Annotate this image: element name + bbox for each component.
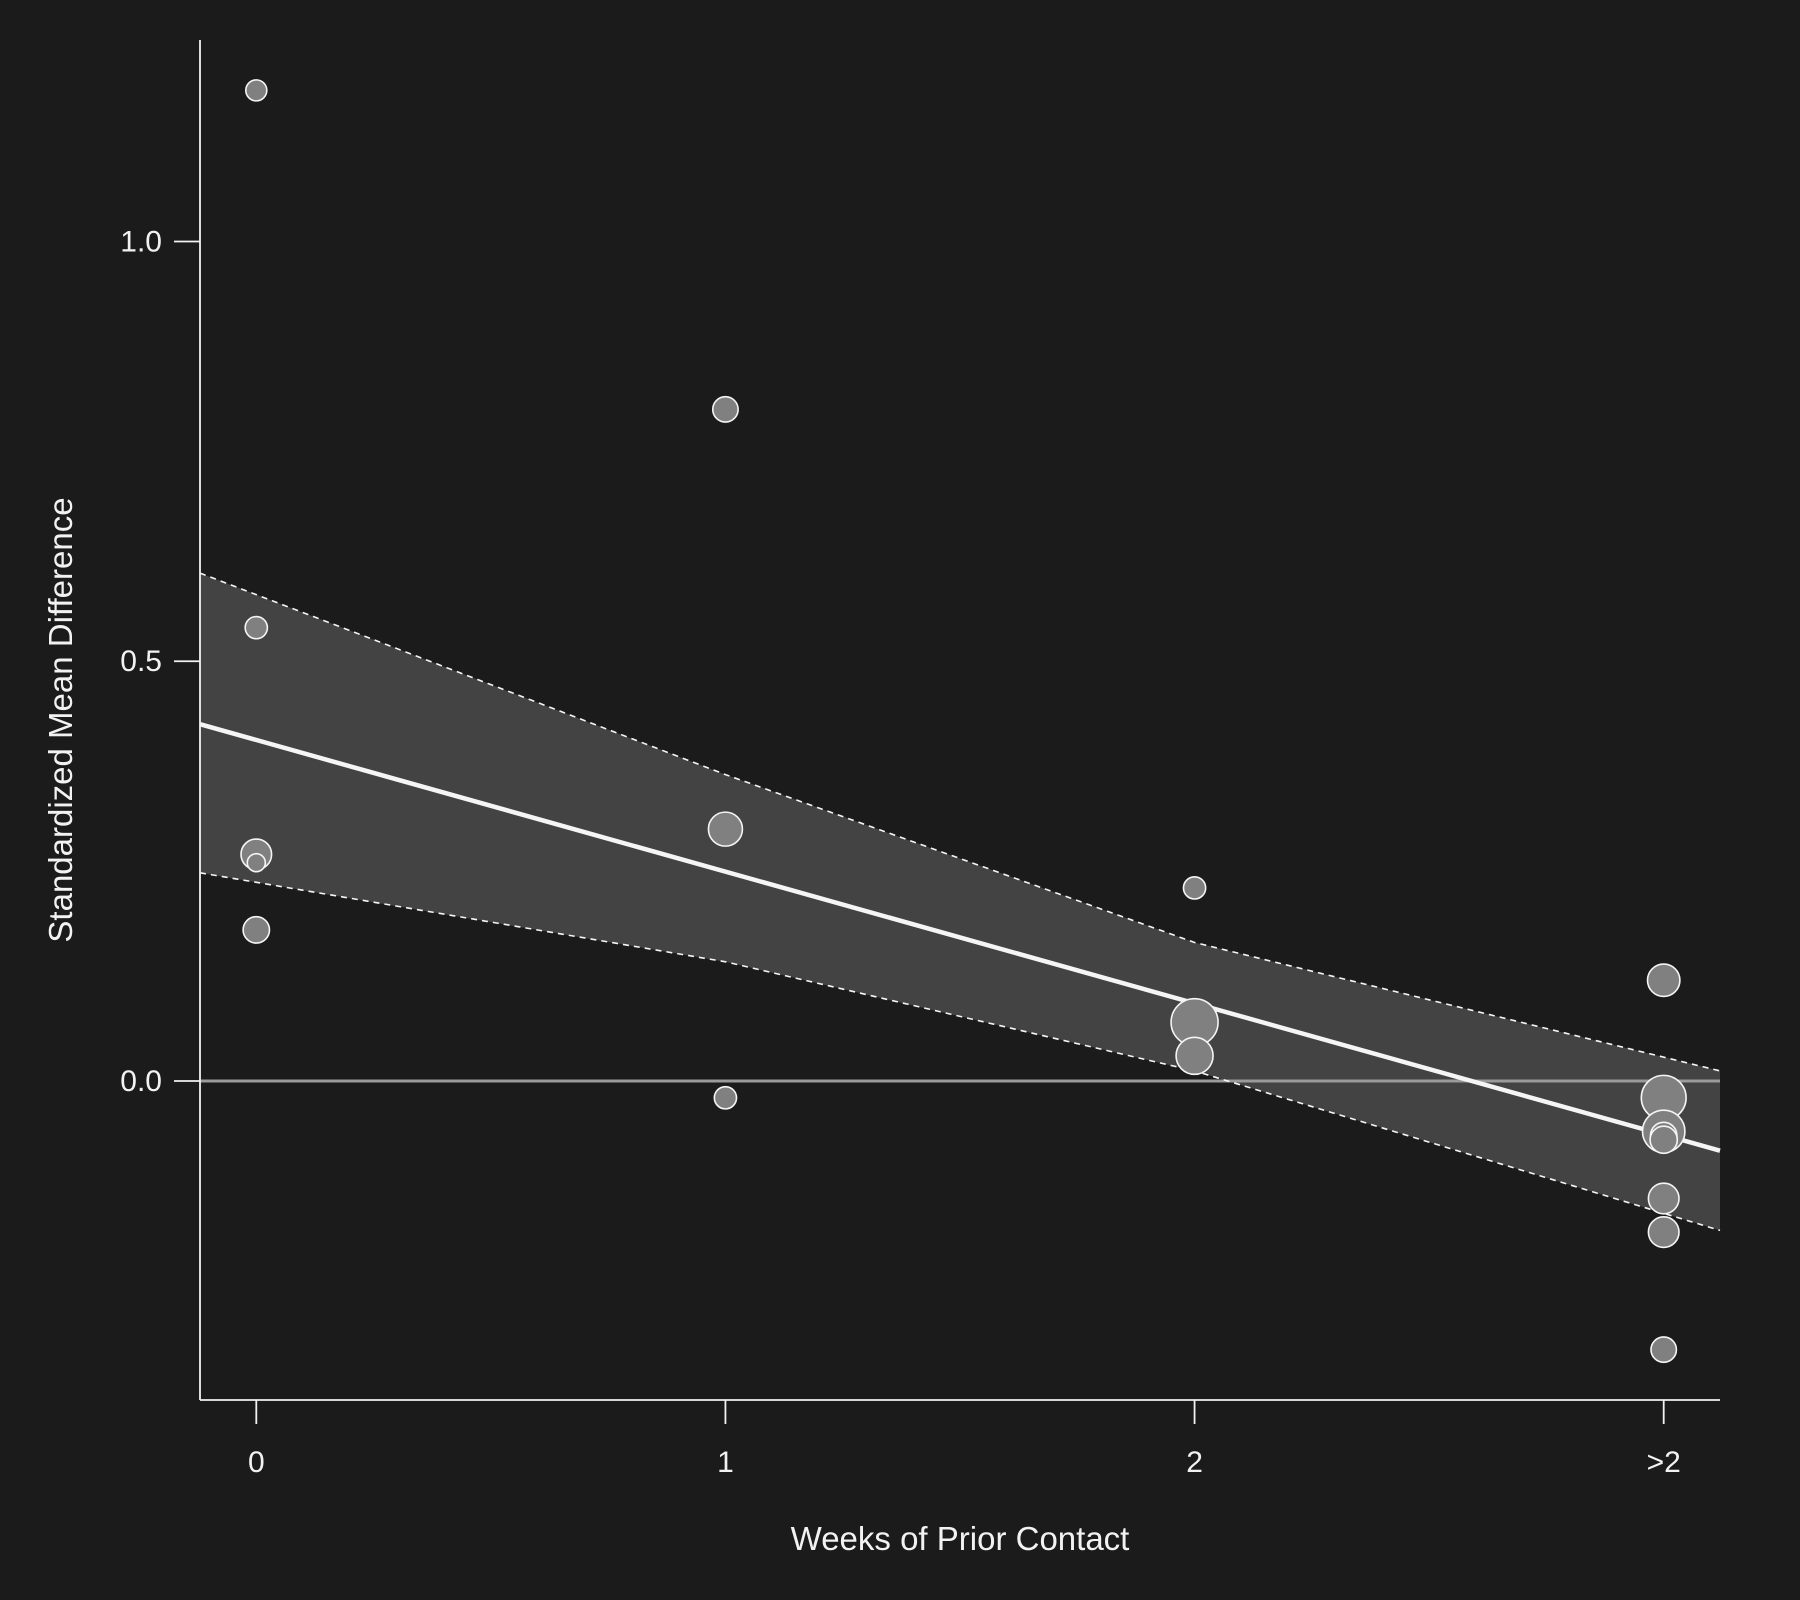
y-axis-title: Standardized Mean Difference [42,497,79,942]
data-point-16 [1649,1125,1679,1155]
y-tick-label: 1.0 [120,225,162,258]
data-point-19 [1650,1336,1678,1364]
data-point-1 [244,79,268,102]
data-point-9 [1182,876,1207,900]
data-point-11 [1175,1036,1214,1076]
data-point-6 [711,395,739,423]
line-layer [199,572,1721,1232]
x-axis-title: Weeks of Prior Contact [791,1520,1130,1557]
axis-layer: 0.0 0.5 1.0 0 1 2 >2 [120,40,1720,1479]
data-point-4 [246,852,267,873]
regression-fit-line [199,722,1721,1153]
ci-upper-line [199,572,1721,1072]
x-tick-label: 2 [1186,1446,1203,1479]
point-layer [240,79,1687,1364]
ci-lower-line [199,872,1721,1232]
x-tick-label: 0 [248,1446,265,1479]
data-point-18 [1647,1215,1680,1249]
y-tick-label: 0.0 [120,1065,162,1098]
confidence-band [200,573,1720,1231]
data-point-8 [713,1085,738,1110]
x-tick-label: 1 [717,1446,734,1479]
data-point-7 [707,811,744,847]
confidence-band-layer [200,573,1720,1231]
y-tick-label: 0.5 [120,645,162,678]
data-point-5 [242,915,271,944]
data-point-17 [1647,1182,1680,1215]
data-point-12 [1646,963,1681,998]
x-tick-label: >2 [1647,1446,1681,1479]
data-point-2 [244,615,269,640]
